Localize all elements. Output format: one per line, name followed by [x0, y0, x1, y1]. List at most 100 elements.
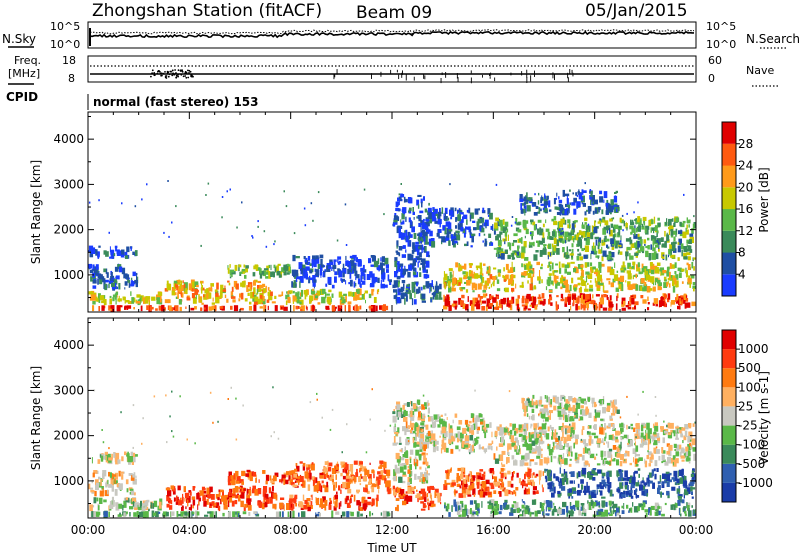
heat-cell	[671, 244, 676, 252]
heat-cell	[447, 280, 451, 287]
heat-cell	[554, 275, 559, 280]
heat-cell	[477, 475, 481, 480]
heat-cell	[639, 239, 643, 244]
nave-tick-high: 60	[708, 54, 722, 67]
heat-cell	[644, 458, 646, 464]
heat-cell	[421, 404, 425, 410]
heat-cell	[486, 305, 488, 311]
heat-cell	[633, 211, 635, 214]
heat-cell	[463, 478, 467, 485]
heat-cell	[246, 469, 251, 473]
heat-cell	[646, 270, 648, 275]
heat-cell	[635, 463, 639, 467]
heat-cell	[340, 300, 343, 303]
heat-cell	[305, 273, 308, 280]
heat-cell	[531, 499, 536, 505]
heat-cell	[402, 411, 404, 415]
heat-cell	[503, 502, 507, 508]
heat-cell	[507, 297, 509, 304]
heat-cell	[627, 303, 632, 307]
heat-cell	[587, 223, 590, 226]
heat-cell	[401, 280, 406, 284]
heat-cell	[454, 489, 456, 495]
heat-cell	[461, 228, 466, 232]
heat-cell	[492, 281, 495, 287]
heat-cell	[218, 505, 221, 512]
heat-cell	[549, 296, 553, 301]
heat-cell	[480, 275, 482, 279]
heat-cell	[575, 297, 577, 303]
heat-cell	[364, 487, 368, 493]
heat-cell	[400, 193, 403, 198]
heat-cell	[91, 457, 93, 464]
heat-cell	[584, 217, 588, 222]
heat-cell	[576, 194, 579, 197]
heat-cell	[686, 240, 688, 247]
freq-tick-mark	[567, 72, 569, 79]
heat-cell	[413, 441, 417, 448]
heat-cell	[522, 222, 527, 229]
heat-cell	[648, 255, 651, 261]
colorbar-tick-label: 28	[738, 137, 753, 151]
freq-dot	[158, 70, 161, 72]
heat-cell	[328, 289, 332, 293]
heat-cell	[446, 473, 449, 479]
heat-cell	[342, 294, 344, 300]
heat-cell	[245, 265, 249, 269]
heat-cell	[419, 440, 421, 447]
heat-cell	[251, 235, 253, 237]
heat-cell	[498, 443, 504, 447]
heat-cell	[405, 438, 410, 446]
heat-cell	[499, 424, 502, 428]
heat-cell	[584, 222, 587, 225]
heat-cell	[532, 486, 537, 490]
heat-cell	[693, 266, 695, 271]
heat-cell	[500, 298, 505, 305]
heat-cell	[381, 256, 385, 263]
heat-cell	[340, 278, 343, 281]
heat-cell	[312, 281, 316, 287]
nsearch-label: N.Search	[746, 32, 800, 46]
heat-cell	[304, 473, 309, 479]
heat-cell	[417, 416, 421, 421]
heat-cell	[397, 411, 402, 418]
heat-cell	[134, 454, 138, 457]
heat-cell	[507, 445, 509, 452]
heat-cell	[316, 481, 321, 488]
heat-cell	[367, 490, 370, 494]
heat-cell	[416, 441, 420, 445]
heat-cell	[319, 504, 322, 508]
heat-cell	[158, 511, 161, 514]
heat-cell	[472, 290, 475, 293]
heat-cell	[620, 427, 624, 433]
heat-cell	[403, 271, 405, 276]
heat-cell	[667, 457, 671, 464]
heat-cell	[452, 436, 456, 442]
heat-cell	[516, 472, 519, 478]
heat-cell	[306, 261, 311, 265]
heat-cell	[558, 440, 562, 446]
heat-cell	[508, 432, 511, 436]
heat-cell	[495, 217, 499, 222]
heat-cell	[300, 507, 304, 510]
heat-cell	[513, 471, 515, 474]
heat-cell	[591, 503, 595, 509]
heat-cell	[417, 204, 420, 209]
heat-cell	[445, 235, 450, 241]
heat-cell	[108, 459, 112, 463]
heat-cell	[416, 442, 420, 447]
heat-cell	[492, 504, 495, 512]
heat-cell	[179, 497, 182, 503]
heat-cell	[482, 300, 486, 304]
heat-cell	[285, 479, 289, 485]
heat-cell	[551, 510, 555, 516]
heat-cell	[496, 288, 501, 292]
heat-cell	[97, 505, 100, 511]
heat-cell	[575, 303, 578, 311]
heat-cell	[635, 430, 640, 437]
heat-cell	[479, 446, 484, 450]
heat-cell	[373, 473, 375, 479]
heat-cell	[424, 471, 427, 478]
heat-cell	[289, 470, 293, 476]
heat-cell	[309, 505, 313, 509]
